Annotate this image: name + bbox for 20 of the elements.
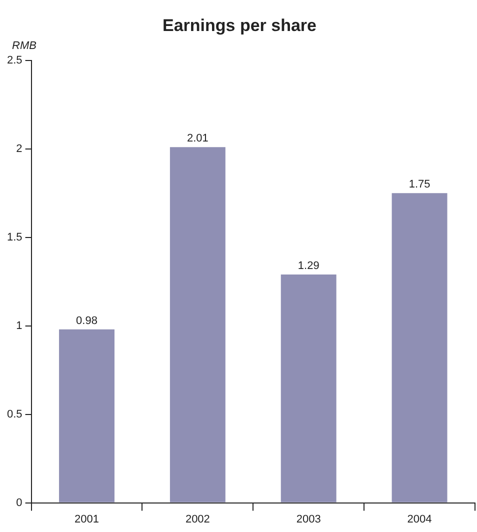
y-tick-label: 2.5	[6, 54, 22, 66]
x-tick-label: 2001	[74, 513, 99, 526]
y-axis-title: RMB	[12, 40, 36, 52]
x-tick-label: 2002	[185, 513, 210, 526]
bar	[280, 274, 336, 502]
bar	[392, 193, 448, 502]
y-tick-label: 1	[16, 320, 22, 332]
data-label: 1.29	[298, 260, 320, 272]
data-label: 1.75	[408, 178, 430, 191]
y-tick-label: 0	[16, 496, 22, 509]
data-label: 0.98	[76, 314, 98, 327]
y-tick-label: 1.5	[6, 231, 22, 244]
x-tick-label: 2003	[296, 513, 321, 526]
bar	[59, 329, 114, 502]
chart-title: Earnings per share	[162, 16, 317, 35]
x-tick-label: 2004	[407, 513, 432, 526]
data-label: 2.01	[186, 132, 208, 145]
y-tick-label: 2	[16, 142, 22, 155]
bar	[170, 147, 226, 502]
y-tick-label: 0.5	[6, 408, 22, 420]
